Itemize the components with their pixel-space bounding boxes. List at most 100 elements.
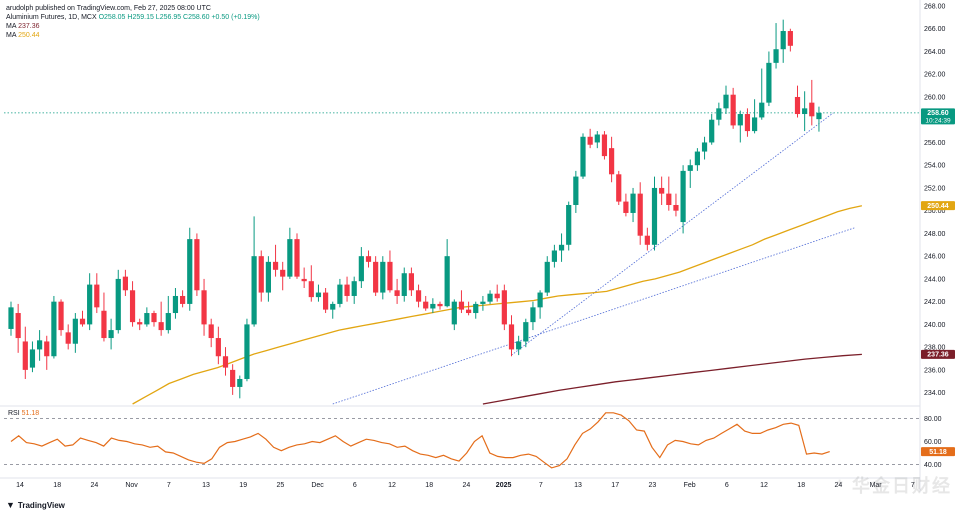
ma-slow-label: MA bbox=[6, 23, 17, 30]
candle-body bbox=[551, 250, 557, 262]
candle-body bbox=[609, 148, 615, 175]
ma-slow-value: 237.36 bbox=[18, 23, 40, 30]
y-tick-label: 264.00 bbox=[924, 49, 946, 56]
candle-body bbox=[544, 261, 550, 293]
candle-body bbox=[172, 295, 179, 314]
candle-body bbox=[437, 303, 443, 307]
ma-slow-line bbox=[482, 353, 862, 405]
rsi-label: RSI bbox=[8, 410, 20, 417]
candle-body bbox=[401, 273, 407, 296]
candle-body bbox=[780, 31, 786, 50]
candle-body bbox=[194, 239, 200, 291]
candle-body bbox=[144, 313, 150, 325]
x-tick-label: 18 bbox=[53, 482, 61, 489]
candle-body bbox=[680, 170, 686, 223]
candle-body bbox=[508, 324, 515, 350]
x-tick-label: 14 bbox=[16, 482, 24, 489]
y-tick-label: 262.00 bbox=[924, 72, 946, 79]
candle-body bbox=[709, 119, 715, 143]
candle-body bbox=[29, 349, 36, 368]
candle-body bbox=[694, 151, 700, 166]
candle-body bbox=[129, 290, 136, 323]
candle-body bbox=[44, 341, 50, 357]
candle-body bbox=[787, 31, 793, 46]
ohlc-values: O258.05 H259.15 L256.95 C258.60 +0.50 (+… bbox=[98, 14, 260, 21]
candle-body bbox=[394, 290, 400, 296]
ma-fast-badge-bg bbox=[921, 201, 955, 211]
candle-body bbox=[730, 94, 736, 126]
candle-body bbox=[816, 112, 822, 120]
candle-body bbox=[480, 301, 486, 304]
candle-body bbox=[566, 205, 572, 245]
x-tick-label: 7 bbox=[911, 482, 915, 489]
candle-body bbox=[358, 256, 364, 282]
candle-body bbox=[759, 102, 765, 118]
candle-body bbox=[744, 114, 751, 132]
y-tick-label: 248.00 bbox=[924, 231, 946, 238]
tradingview-logo-text: TradingView bbox=[17, 500, 65, 510]
candle-body bbox=[37, 340, 43, 350]
rsi-tick-label: 60.00 bbox=[924, 439, 942, 446]
candle-body bbox=[115, 278, 121, 331]
candle-body bbox=[137, 322, 143, 325]
ma-fast-line bbox=[132, 205, 863, 405]
instrument-row[interactable]: Aluminium Futures, 1D, MCX O258.05 H259.… bbox=[6, 13, 260, 22]
trendline bbox=[332, 227, 855, 405]
x-tick-label: 7 bbox=[539, 482, 543, 489]
candle-body bbox=[444, 256, 450, 307]
candle-body bbox=[265, 261, 271, 293]
candle-body bbox=[659, 187, 665, 194]
candle-body bbox=[523, 322, 529, 342]
candle-body bbox=[537, 292, 543, 308]
candle-body bbox=[587, 136, 593, 145]
ma-slow-legend[interactable]: MA 237.36 bbox=[6, 22, 260, 31]
candle-body bbox=[473, 303, 479, 314]
y-tick-label: 236.00 bbox=[924, 367, 946, 374]
ma-slow-badge: 237.36 bbox=[927, 352, 949, 359]
candle-body bbox=[272, 261, 279, 270]
x-tick-label: 25 bbox=[277, 482, 285, 489]
x-tick-label: 12 bbox=[760, 482, 768, 489]
candle-body bbox=[315, 292, 322, 298]
rsi-badge: 51.18 bbox=[929, 449, 947, 456]
tradingview-logo[interactable]: ▼ TradingView bbox=[6, 500, 65, 510]
candle-body bbox=[330, 303, 336, 310]
candle-body bbox=[222, 356, 229, 368]
x-tick-label: 13 bbox=[574, 482, 582, 489]
candle-body bbox=[151, 313, 157, 323]
candle-body bbox=[408, 273, 414, 291]
ma-fast-badge: 250.44 bbox=[927, 203, 949, 210]
x-tick-label: Feb bbox=[684, 482, 696, 489]
publisher-line: arudolph published on TradingView.com, F… bbox=[6, 5, 211, 12]
candle-body bbox=[423, 301, 429, 309]
candle-body bbox=[337, 284, 343, 304]
x-tick-label: 2025 bbox=[496, 482, 512, 489]
x-tick-label: Nov bbox=[125, 482, 138, 489]
instrument-title[interactable]: Aluminium Futures, 1D, MCX bbox=[6, 14, 97, 21]
candle-body bbox=[308, 281, 314, 298]
candle-body bbox=[516, 341, 522, 350]
x-tick-label: 24 bbox=[835, 482, 843, 489]
candle-body bbox=[87, 284, 93, 325]
candle-body bbox=[215, 338, 221, 357]
candle-body bbox=[351, 281, 357, 296]
chart-header: arudolph published on TradingView.com, F… bbox=[6, 4, 260, 40]
candle-body bbox=[723, 94, 729, 109]
last-price-badge: 258.60 bbox=[927, 110, 949, 117]
y-tick-label: 238.00 bbox=[924, 345, 946, 352]
y-tick-label: 260.00 bbox=[924, 94, 946, 101]
candle-body bbox=[373, 261, 379, 293]
x-tick-label: 24 bbox=[91, 482, 99, 489]
candle-body bbox=[752, 117, 758, 132]
candle-body bbox=[630, 193, 636, 213]
rsi-legend[interactable]: RSI 51.18 bbox=[8, 410, 39, 417]
candle-body bbox=[294, 239, 300, 277]
candle-body bbox=[616, 174, 622, 202]
candle-body bbox=[251, 256, 257, 325]
candle-body bbox=[773, 49, 779, 63]
candle-body bbox=[180, 295, 186, 304]
candle-body bbox=[809, 102, 815, 117]
candle-body bbox=[344, 284, 350, 296]
ma-fast-legend[interactable]: MA 250.44 bbox=[6, 31, 260, 40]
